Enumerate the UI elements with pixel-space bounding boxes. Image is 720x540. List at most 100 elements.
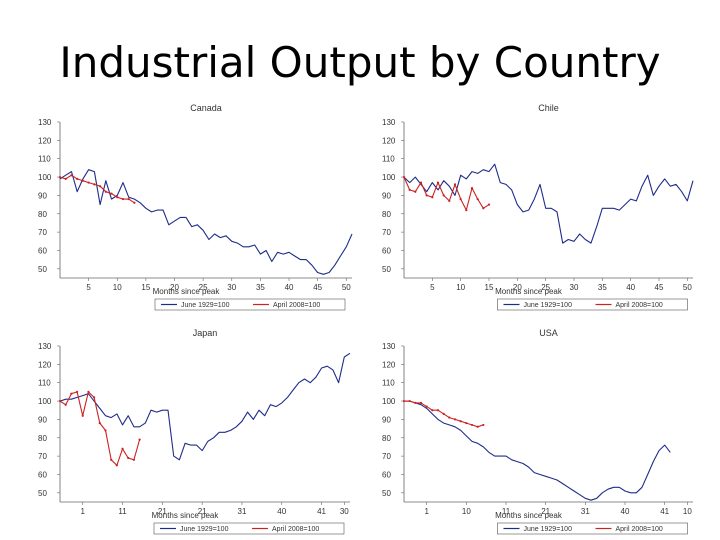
series-point-2008 <box>127 197 130 201</box>
y-tick-label: 90 <box>382 191 391 200</box>
series-point-2008 <box>408 188 411 192</box>
series-point-2008 <box>425 405 428 408</box>
legend-label: June 1929=100 <box>181 302 230 309</box>
series-point-2008 <box>104 190 107 193</box>
y-tick-label: 80 <box>382 210 391 219</box>
series-point-2008 <box>465 208 468 212</box>
series-point-2008 <box>81 179 85 182</box>
y-tick-label: 120 <box>382 136 396 145</box>
y-tick-label: 110 <box>382 379 395 388</box>
y-tick-label: 70 <box>382 452 391 461</box>
legend-label: April 2008=100 <box>616 302 663 309</box>
x-tick-label: 40 <box>626 283 635 292</box>
series-line-2008 <box>403 176 490 211</box>
legend-label: June 1929=100 <box>524 526 573 533</box>
y-tick-label: 60 <box>382 246 391 255</box>
legend-label: June 1929=100 <box>524 302 573 309</box>
series-point-2008 <box>425 194 428 197</box>
y-tick-label: 70 <box>382 228 391 237</box>
series-line-2008 <box>59 391 141 466</box>
series-point-2008 <box>470 423 474 427</box>
x-tick-label: 30 <box>227 283 236 292</box>
series-point-2008 <box>476 197 479 201</box>
series-point-2008 <box>104 429 107 432</box>
x-tick-label: 10 <box>456 283 465 292</box>
series-point-2008 <box>127 456 130 460</box>
series-point-2008 <box>442 194 445 197</box>
x-tick-label: 20 <box>513 283 522 292</box>
x-tick-label: 31 <box>581 507 590 516</box>
legend-box <box>153 522 345 535</box>
y-tick-label: 110 <box>38 155 51 164</box>
series-point-2008 <box>70 174 73 177</box>
y-tick-label: 100 <box>382 397 396 406</box>
series-point-2008 <box>431 409 434 412</box>
legend-box <box>497 522 688 535</box>
series-point-2008 <box>442 412 445 416</box>
series-point-2008 <box>98 421 101 425</box>
series-point-2008 <box>76 177 79 180</box>
series-point-2008 <box>448 416 451 419</box>
y-tick-label: 50 <box>382 265 391 274</box>
legend-label: April 2008=100 <box>272 526 319 533</box>
series-point-2008 <box>75 390 79 393</box>
y-tick-label: 80 <box>38 434 47 443</box>
y-tick-label: 60 <box>382 470 391 479</box>
x-tick-label: 10 <box>462 507 471 516</box>
x-axis-label: Months since peak <box>495 511 563 520</box>
x-tick-label: 45 <box>313 283 322 292</box>
x-tick-label: 21 <box>158 507 167 516</box>
series-point-2008 <box>482 423 485 427</box>
y-tick-label: 130 <box>382 342 396 351</box>
series-point-2008 <box>476 425 479 428</box>
series-point-2008 <box>110 192 113 195</box>
x-tick-label: 15 <box>485 283 494 292</box>
series-point-2008 <box>431 196 434 199</box>
y-tick-label: 100 <box>382 173 396 182</box>
y-tick-label: 130 <box>38 118 52 127</box>
series-point-2008 <box>64 177 67 180</box>
x-tick-label: 11 <box>502 507 511 516</box>
y-tick-label: 110 <box>382 155 395 164</box>
series-line-1929 <box>59 169 353 275</box>
chart-title: Chile <box>538 103 559 113</box>
series-point-2008 <box>459 420 462 423</box>
series-point-2008 <box>138 438 141 441</box>
series-point-2008 <box>98 185 102 188</box>
y-tick-label: 120 <box>38 360 52 369</box>
chart-title: Japan <box>193 328 218 338</box>
y-tick-label: 90 <box>38 415 47 424</box>
x-tick-label: 1 <box>424 507 429 516</box>
series-point-2008 <box>93 183 96 186</box>
x-tick-label: 25 <box>541 283 550 292</box>
y-tick-label: 90 <box>382 415 391 424</box>
x-tick-label: 45 <box>655 283 664 292</box>
x-tick-label: 15 <box>141 283 150 292</box>
series-point-2008 <box>81 414 84 417</box>
series-point-2008 <box>132 458 136 461</box>
series-point-2008 <box>419 181 423 184</box>
series-point-2008 <box>470 186 474 190</box>
series-line-1929 <box>59 352 351 461</box>
series-point-2008 <box>87 181 90 184</box>
x-tick-label: 21 <box>198 507 207 516</box>
y-tick-label: 90 <box>38 191 47 200</box>
x-axis-label: Months since peak <box>152 511 220 520</box>
series-line-1929 <box>403 163 694 244</box>
series-point-2008 <box>115 464 118 467</box>
series-line-1929 <box>404 400 671 501</box>
series-point-2008 <box>70 392 73 395</box>
series-point-2008 <box>414 401 417 404</box>
x-tick-label: 50 <box>342 283 351 292</box>
x-tick-label: 41 <box>317 507 326 516</box>
chart-panel-chile: Chile 130 120 110 100 90 80 70 60 50 5 10 15 20 25 30 35… <box>382 103 694 311</box>
series-point-2008 <box>448 199 451 203</box>
x-tick-label: 5 <box>86 283 91 292</box>
x-tick-label: 41 <box>660 507 669 516</box>
series-point-2008 <box>64 403 67 406</box>
x-tick-label: 40 <box>285 283 294 292</box>
x-tick-label: 11 <box>118 507 127 516</box>
y-tick-label: 60 <box>38 470 47 479</box>
